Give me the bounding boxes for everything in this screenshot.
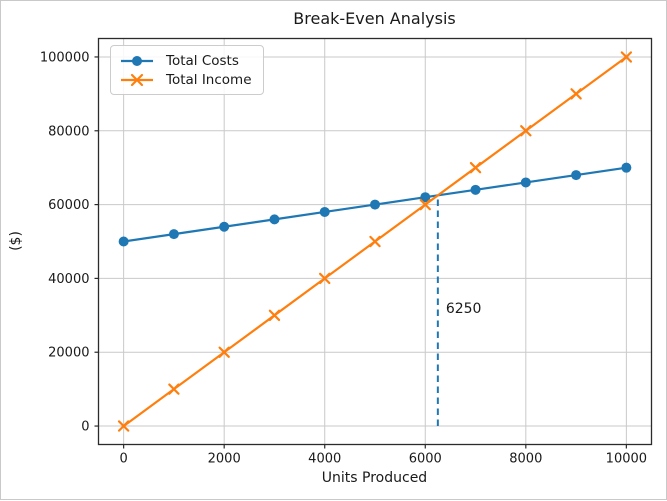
marker-x bbox=[369, 235, 381, 248]
x-tick-label: 8000 bbox=[509, 452, 542, 467]
marker-x bbox=[117, 420, 130, 432]
y-tick-label: 0 bbox=[81, 420, 89, 435]
legend: Total Costs Total Income bbox=[110, 45, 264, 95]
marker-circle bbox=[269, 214, 280, 225]
marker-circle bbox=[621, 162, 632, 173]
marker-x bbox=[268, 309, 281, 322]
marker-circle bbox=[470, 184, 481, 195]
x-tick-label: 4000 bbox=[308, 452, 341, 467]
tick-labels: 0 2000 4000 6000 8000 10000020000400006000080… bbox=[40, 50, 647, 466]
marker-circle bbox=[571, 170, 582, 181]
marker-x bbox=[419, 198, 431, 211]
y-tick-label: 40000 bbox=[48, 272, 89, 287]
legend-label-total-costs: Total Costs bbox=[166, 52, 239, 69]
marker-circle bbox=[520, 177, 531, 188]
x-tick-label: 10000 bbox=[606, 452, 647, 467]
y-tick-label: 100000 bbox=[40, 50, 90, 65]
marker-x bbox=[570, 88, 582, 100]
marker-circle bbox=[118, 236, 129, 247]
marker-x bbox=[319, 272, 331, 285]
legend-item-total-costs: Total Costs bbox=[119, 51, 252, 70]
y-tick-label: 20000 bbox=[48, 346, 89, 361]
marker-x bbox=[620, 51, 633, 63]
plot-border bbox=[97, 37, 653, 446]
legend-item-total-income: Total Income bbox=[119, 70, 252, 89]
marker-x bbox=[218, 346, 230, 358]
break-even-annotation: 6250 bbox=[446, 301, 482, 317]
marker-x bbox=[520, 125, 532, 137]
marker-circle bbox=[219, 221, 230, 232]
marker-circle bbox=[319, 206, 330, 217]
tick-marks bbox=[94, 56, 627, 449]
marker-x bbox=[469, 161, 482, 174]
marker-circle bbox=[420, 192, 431, 203]
chart-title: Break-Even Analysis bbox=[293, 9, 456, 28]
legend-line-total-income-icon bbox=[121, 73, 153, 86]
x-axis-label: Units Produced bbox=[321, 470, 428, 486]
marker-circle bbox=[370, 199, 380, 210]
marker-x bbox=[168, 383, 180, 395]
marker-circle bbox=[168, 229, 179, 240]
y-axis-label: ($) bbox=[8, 231, 24, 251]
series-total-income bbox=[117, 51, 633, 432]
y-tick-label: 80000 bbox=[48, 124, 89, 139]
x-tick-label: 2000 bbox=[208, 452, 241, 467]
legend-label-total-income: Total Income bbox=[166, 71, 252, 88]
x-tick-label: 0 bbox=[119, 452, 127, 467]
legend-line-total-costs-icon bbox=[121, 55, 153, 66]
y-tick-label: 60000 bbox=[48, 198, 89, 213]
series-total-costs bbox=[118, 162, 632, 247]
x-tick-label: 6000 bbox=[409, 452, 442, 467]
